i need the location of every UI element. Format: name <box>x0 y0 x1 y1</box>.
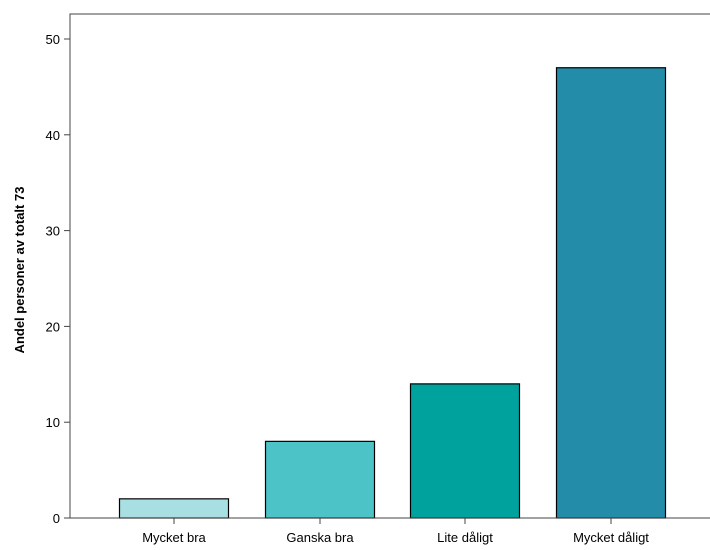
x-tick-label: Mycket bra <box>142 530 206 545</box>
y-tick-label: 0 <box>53 511 60 526</box>
y-tick-label: 20 <box>46 319 60 334</box>
x-tick-label: Mycket dåligt <box>573 530 649 545</box>
y-tick-label: 10 <box>46 415 60 430</box>
bar-2 <box>264 440 376 519</box>
y-tick-label: 30 <box>46 224 60 239</box>
y-tick-label: 40 <box>46 128 60 143</box>
bar-1 <box>118 498 230 519</box>
x-axis-ticks: Mycket bra Ganska bra Lite dåligt Mycket då… <box>142 518 649 545</box>
y-tick-label: 50 <box>46 32 60 47</box>
bar-4 <box>555 67 667 519</box>
plot-frame <box>69 13 710 518</box>
y-axis-label: Andel personer av totalt 73 <box>12 187 27 354</box>
x-tick-label: Ganska bra <box>286 530 354 545</box>
y-axis-ticks: 0 10 20 30 40 50 <box>46 32 70 526</box>
bar-3 <box>409 383 521 519</box>
bars-group <box>118 67 667 519</box>
x-tick-label: Lite dåligt <box>437 530 493 545</box>
